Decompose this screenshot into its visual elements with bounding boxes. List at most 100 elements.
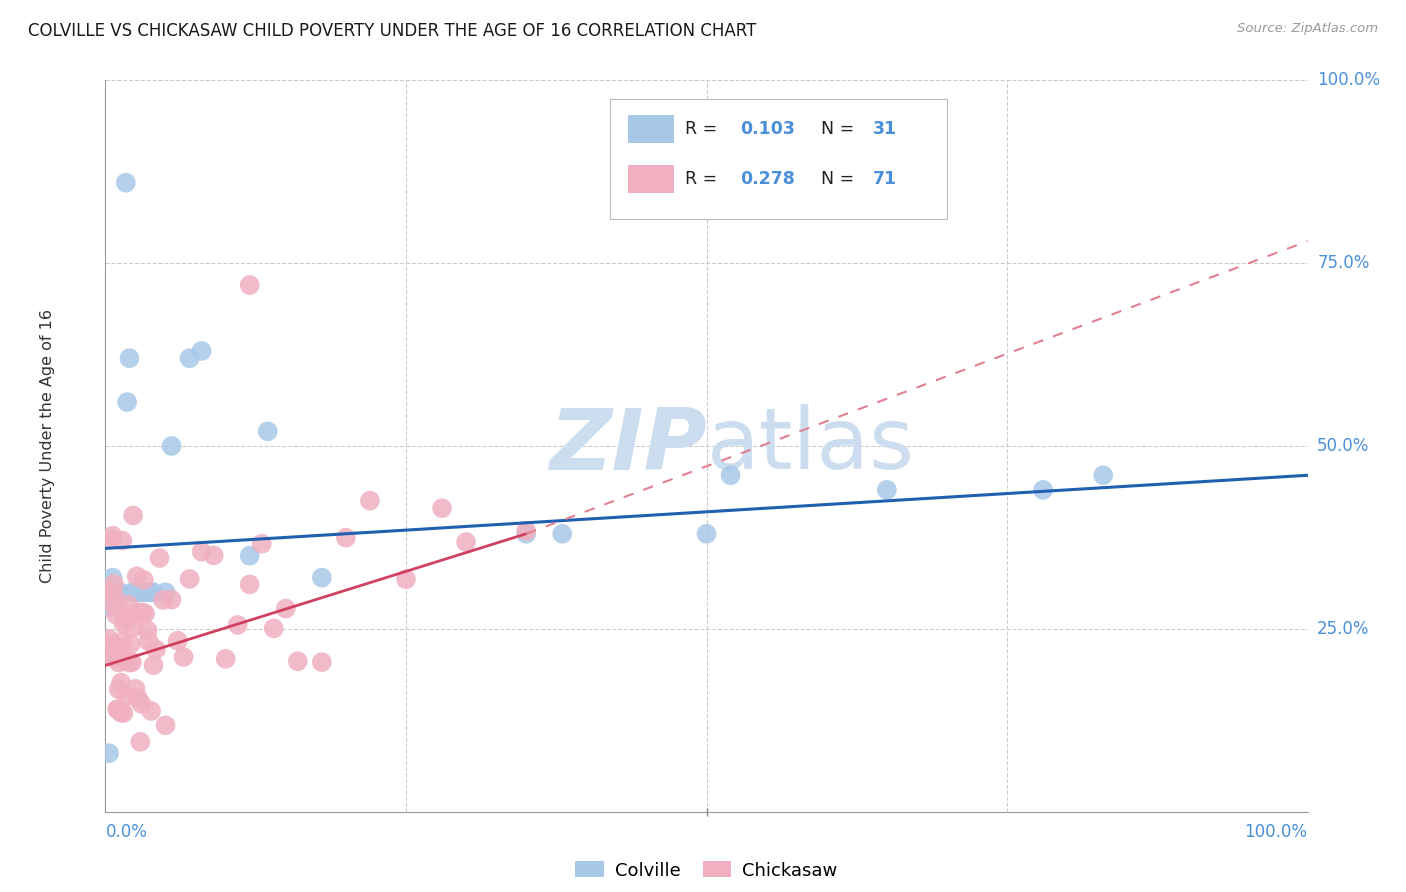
Point — [125, 569, 148, 583]
FancyBboxPatch shape — [610, 99, 948, 219]
Point — [720, 468, 742, 483]
Text: R =: R = — [685, 120, 723, 138]
Point — [100, 533, 122, 547]
Point — [107, 702, 129, 716]
Point — [515, 524, 537, 538]
Point — [122, 508, 145, 523]
Point — [1032, 483, 1054, 497]
Point — [98, 599, 121, 614]
Point — [110, 706, 132, 720]
Point — [103, 650, 125, 665]
Point — [121, 585, 143, 599]
Point — [117, 598, 139, 612]
Text: 100.0%: 100.0% — [1244, 822, 1308, 840]
Point — [202, 549, 225, 563]
Point — [107, 585, 129, 599]
Point — [100, 637, 122, 651]
Point — [111, 533, 134, 548]
Point — [274, 601, 297, 615]
Text: 25.0%: 25.0% — [1317, 620, 1369, 638]
Text: N =: N = — [821, 120, 859, 138]
Point — [311, 571, 333, 585]
Point — [239, 278, 262, 293]
Point — [115, 689, 138, 703]
Point — [105, 607, 128, 622]
Text: COLVILLE VS CHICKASAW CHILD POVERTY UNDER THE AGE OF 16 CORRELATION CHART: COLVILLE VS CHICKASAW CHILD POVERTY UNDE… — [28, 22, 756, 40]
Point — [121, 655, 143, 669]
Point — [134, 607, 156, 621]
Point — [155, 718, 177, 732]
Point — [115, 176, 138, 190]
Point — [136, 585, 159, 599]
Text: atlas: atlas — [707, 404, 914, 488]
Point — [454, 535, 477, 549]
Text: 0.278: 0.278 — [740, 170, 794, 188]
Point — [138, 634, 160, 648]
Text: R =: R = — [685, 170, 723, 188]
Point — [128, 585, 150, 599]
Text: 31: 31 — [872, 120, 897, 138]
Point — [124, 681, 146, 696]
Point — [551, 526, 574, 541]
Point — [98, 632, 121, 646]
Point — [311, 655, 333, 669]
Point — [132, 585, 155, 599]
Point — [395, 572, 418, 586]
Point — [160, 439, 183, 453]
Point — [98, 584, 121, 599]
Point — [118, 351, 141, 366]
Point — [101, 637, 124, 651]
Point — [132, 606, 155, 620]
Point — [124, 585, 146, 599]
Point — [142, 658, 165, 673]
Point — [166, 633, 188, 648]
Point — [139, 585, 162, 599]
Point — [148, 551, 170, 566]
Point — [104, 590, 127, 604]
Legend: Colville, Chickasaw: Colville, Chickasaw — [568, 855, 845, 887]
Point — [179, 572, 201, 586]
Point — [190, 343, 212, 358]
Point — [263, 621, 285, 635]
Point — [430, 501, 453, 516]
Point — [359, 493, 381, 508]
Point — [256, 425, 278, 439]
Point — [111, 634, 134, 648]
Text: 75.0%: 75.0% — [1317, 254, 1369, 272]
Point — [515, 526, 537, 541]
Point — [1092, 468, 1115, 483]
Point — [98, 746, 121, 760]
Point — [110, 675, 132, 690]
Point — [335, 531, 357, 545]
Point — [101, 528, 124, 542]
Point — [107, 656, 129, 670]
Point — [136, 624, 159, 638]
Point — [108, 585, 131, 599]
Point — [132, 573, 155, 587]
Text: 100.0%: 100.0% — [1317, 71, 1381, 89]
Text: Child Poverty Under the Age of 16: Child Poverty Under the Age of 16 — [41, 309, 55, 583]
Point — [696, 526, 718, 541]
Point — [127, 691, 149, 706]
Point — [160, 592, 183, 607]
Text: Source: ZipAtlas.com: Source: ZipAtlas.com — [1237, 22, 1378, 36]
Text: 71: 71 — [872, 170, 897, 188]
Point — [139, 704, 162, 718]
Point — [114, 653, 136, 667]
Point — [107, 682, 129, 697]
Point — [129, 735, 152, 749]
Point — [118, 656, 141, 670]
Point — [115, 614, 138, 628]
Point — [104, 650, 127, 665]
Point — [112, 616, 135, 631]
Text: ZIP: ZIP — [548, 404, 707, 488]
Point — [226, 618, 249, 632]
Point — [239, 549, 262, 563]
Point — [108, 603, 131, 617]
Point — [131, 585, 153, 599]
Point — [115, 395, 138, 409]
Point — [287, 654, 309, 668]
Point — [97, 594, 120, 608]
Point — [107, 702, 129, 716]
Point — [179, 351, 201, 366]
